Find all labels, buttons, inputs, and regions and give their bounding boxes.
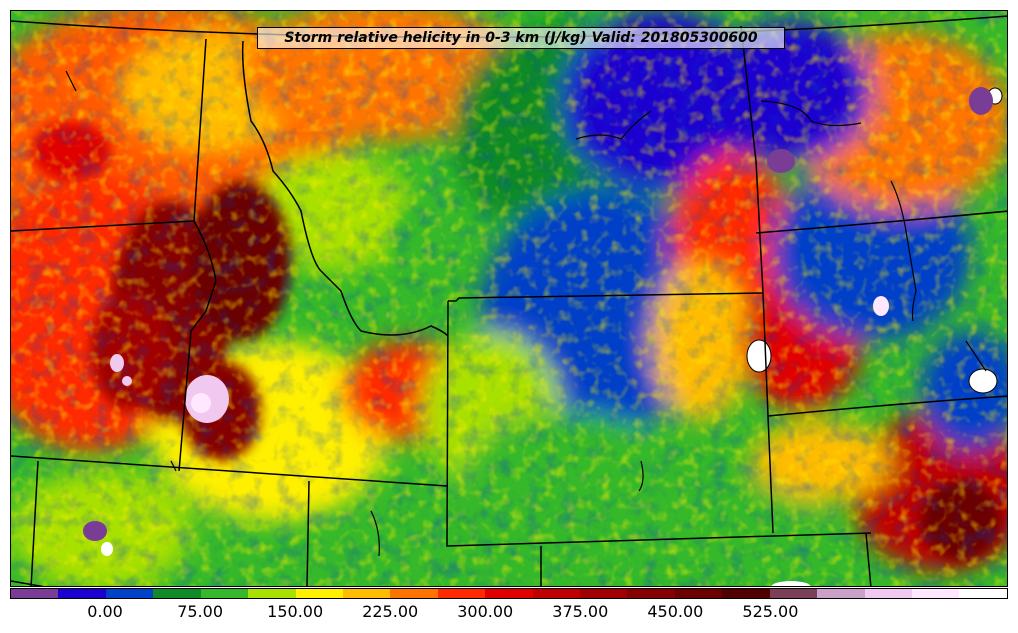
colorbar-segment — [722, 589, 770, 598]
helicity-field-map — [11, 11, 1007, 586]
colorbar-segment — [674, 589, 723, 598]
colorbar-tick-label: 450.00 — [647, 602, 704, 621]
title-box: Storm relative helicity in 0-3 km (J/kg)… — [257, 27, 785, 49]
colorbar-tick-label: 150.00 — [267, 602, 324, 621]
colorbar-segment — [295, 589, 343, 598]
colorbar-segment — [532, 589, 581, 598]
colorbar-tick-label: 300.00 — [457, 602, 514, 621]
colorbar-segment — [580, 589, 628, 598]
colorbar-segment — [959, 589, 1007, 598]
map-panel: Storm relative helicity in 0-3 km (J/kg)… — [10, 10, 1008, 587]
colorbar-segment — [11, 589, 59, 598]
colorbar-segment — [390, 589, 438, 598]
high-value-patches — [83, 87, 1003, 586]
colorbar-segment — [153, 589, 201, 598]
colorbar-segment — [200, 589, 249, 598]
colorbar-tick-label: 525.00 — [742, 602, 799, 621]
colorbar-tick-label: 0.00 — [87, 602, 123, 621]
colorbar-segment — [769, 589, 818, 598]
colorbar-segment — [627, 589, 675, 598]
colorbar-tick-label: 75.00 — [177, 602, 223, 621]
colorbar-segment — [817, 589, 865, 598]
colorbar-segment — [437, 589, 486, 598]
colorbar-segment — [248, 589, 296, 598]
colorbar-segment — [485, 589, 533, 598]
colorbar-segment — [912, 589, 960, 598]
lakes-and-rivers — [65, 70, 987, 557]
colorbar-segment — [58, 589, 106, 598]
colorbar-tick-label: 375.00 — [552, 602, 609, 621]
colorbar — [10, 588, 1008, 599]
colorbar-tick-labels: 0.00 75.00 150.00 225.00 300.00 375.00 450.00 5… — [0, 602, 1018, 626]
map-title: Storm relative helicity in 0-3 km (J/kg)… — [284, 30, 758, 46]
colorbar-tick-label: 225.00 — [362, 602, 419, 621]
colorbar-segment — [342, 589, 391, 598]
field-texture — [11, 11, 1007, 586]
colorbar-segment — [864, 589, 913, 598]
colorbar-segment — [105, 589, 154, 598]
